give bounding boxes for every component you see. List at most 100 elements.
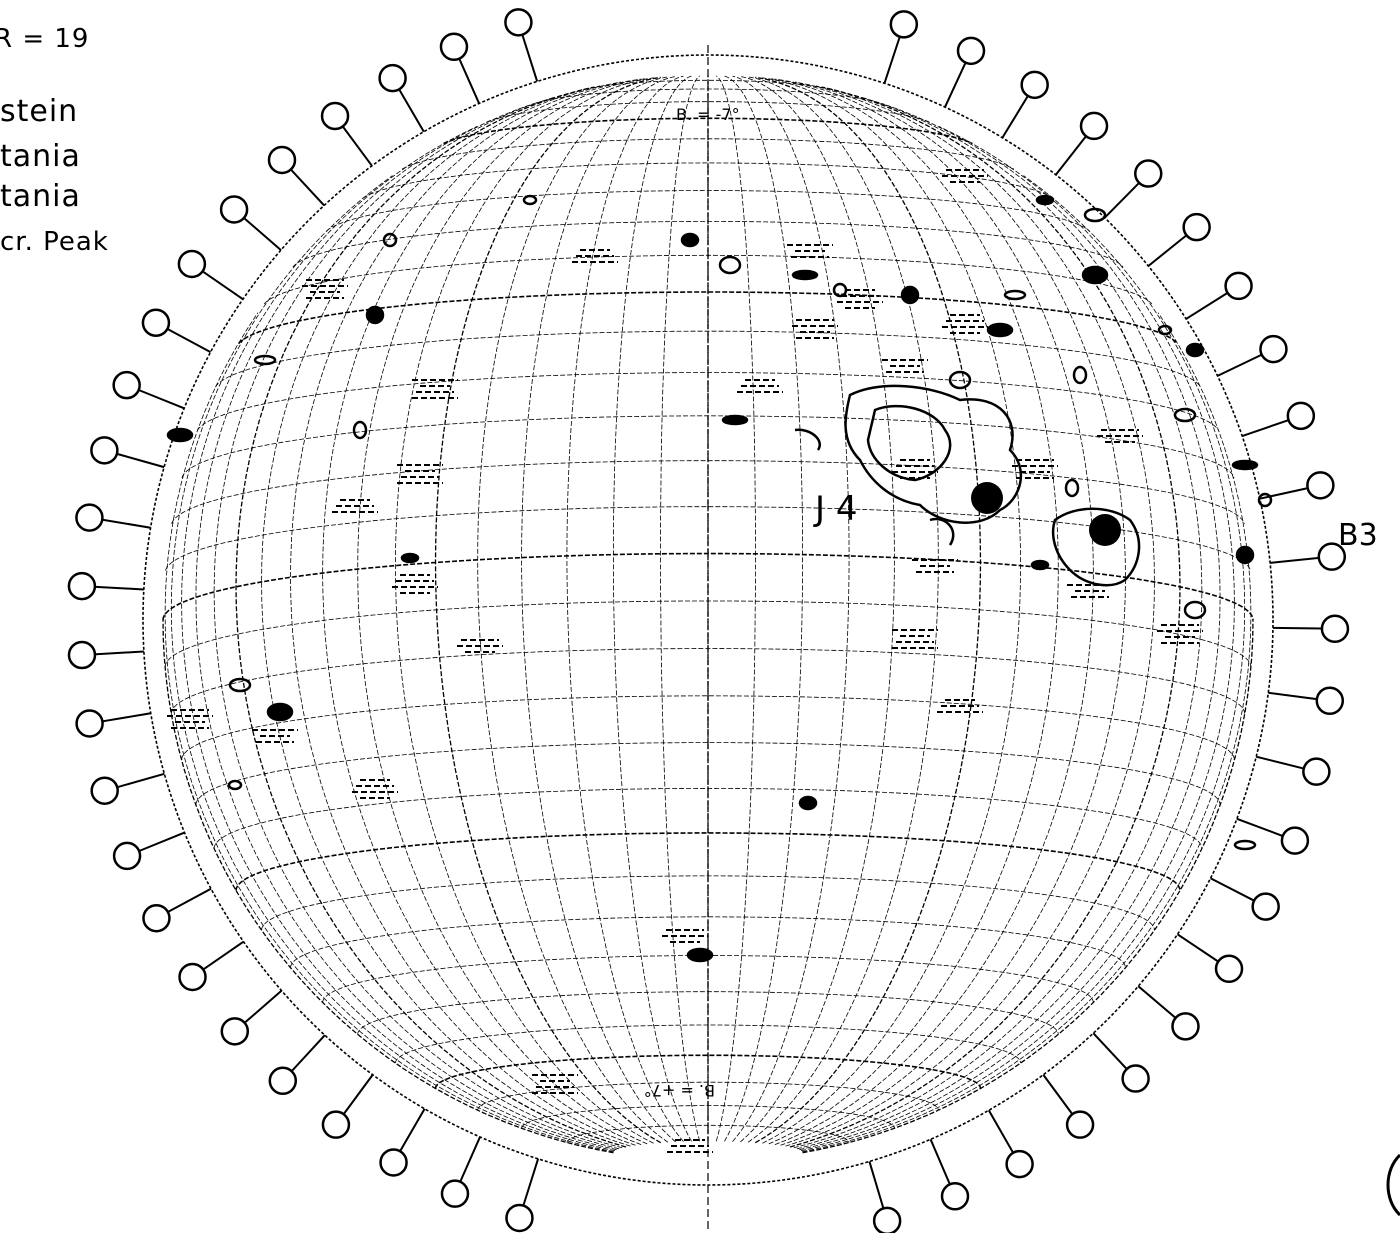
parallel-line <box>238 291 1178 345</box>
surface-feature <box>1072 365 1088 385</box>
sunspot-j4 <box>971 482 1003 514</box>
limb-pin <box>1104 159 1163 219</box>
sunspot-markers <box>971 482 1121 546</box>
pin-stem <box>987 1109 1014 1153</box>
pin-stem <box>868 1161 885 1208</box>
hatched-region <box>167 709 213 729</box>
surface-feature <box>1183 600 1207 620</box>
hatched-region <box>667 1139 713 1153</box>
pin-stem <box>95 650 144 656</box>
limb-pin <box>1092 1032 1150 1093</box>
surface-feature <box>382 232 398 248</box>
limb-pin <box>267 145 325 207</box>
pin-head <box>1302 757 1331 786</box>
hatched-region <box>1012 459 1058 479</box>
meridian-line <box>213 96 623 1149</box>
pin-stem <box>521 35 539 82</box>
pin-stem <box>244 217 282 251</box>
surface-feature <box>680 232 700 248</box>
pin-head <box>1320 614 1350 644</box>
pin-head <box>141 308 171 337</box>
surface-features <box>166 194 1273 963</box>
hatched-region <box>332 499 378 513</box>
hatched-region <box>912 559 958 573</box>
hatched-region <box>352 779 398 799</box>
limb-pin <box>112 370 185 410</box>
meridian-line <box>162 619 614 1154</box>
meridian-line <box>394 77 654 1144</box>
pin-stem <box>1042 1074 1073 1114</box>
pin-stem <box>929 1138 951 1184</box>
pin-head <box>112 370 141 400</box>
surface-feature <box>228 677 252 693</box>
surface-feature <box>1257 492 1273 508</box>
pin-stem <box>458 59 481 104</box>
meridian-line <box>796 103 1221 1150</box>
limb-pin <box>1042 1074 1095 1139</box>
pin-head <box>439 32 469 62</box>
surface-feature <box>253 354 277 366</box>
limb-pin <box>1268 686 1345 716</box>
pin-head <box>1005 1149 1034 1179</box>
meridian-line <box>774 78 1094 1145</box>
hatched-region <box>737 379 783 393</box>
limb-pin <box>177 249 244 300</box>
surface-feature <box>266 702 294 722</box>
pin-head <box>177 249 207 279</box>
pin-head <box>1134 159 1163 188</box>
pin-stem <box>522 1158 540 1205</box>
surface-feature <box>365 305 385 325</box>
pin-stem <box>1217 354 1262 377</box>
limb-pin <box>379 1108 426 1177</box>
limb-pin <box>67 640 144 670</box>
meridian-line <box>724 75 803 1142</box>
pin-head <box>90 776 119 805</box>
parallel-line <box>357 991 1059 1035</box>
parallel-line <box>214 330 1202 388</box>
pin-stem <box>1092 1032 1127 1070</box>
meridian-line <box>290 81 636 1146</box>
hatched-region <box>942 314 988 334</box>
edge-partial-circle <box>1386 1153 1400 1217</box>
meridian-line <box>322 78 642 1145</box>
limb-pin <box>378 63 425 133</box>
limb-pin <box>1210 877 1280 921</box>
legend-line-1: stein <box>0 94 79 129</box>
surface-feature <box>1185 342 1205 358</box>
limb-pin <box>1217 334 1288 377</box>
pin-head <box>1280 826 1310 855</box>
parallel-line <box>402 138 1014 170</box>
meridian-line <box>477 76 669 1143</box>
pin-stem <box>103 518 151 529</box>
pin-head <box>872 1206 902 1236</box>
pin-head <box>220 1017 250 1046</box>
surface-feature <box>1235 545 1255 565</box>
pin-stem <box>1270 557 1318 564</box>
pin-stem <box>1176 933 1218 962</box>
region-label-j4: J 4 <box>813 489 857 529</box>
pin-stem <box>1241 419 1288 437</box>
pin-stem <box>398 89 425 133</box>
pin-stem <box>1147 235 1187 267</box>
limb-pin <box>944 36 986 108</box>
hatched-regions <box>167 169 1203 1153</box>
limb-pin <box>929 1138 970 1211</box>
limb-pin <box>90 772 165 805</box>
pin-head <box>1224 271 1253 301</box>
parallel-line <box>434 1054 982 1089</box>
limb-pin <box>1272 614 1350 644</box>
limb-pin <box>75 503 151 532</box>
pin-stem <box>202 271 244 300</box>
hatched-region <box>1097 429 1143 443</box>
pin-stem <box>117 453 165 469</box>
limb-pin-markers <box>67 8 1350 1236</box>
surface-feature <box>718 255 742 275</box>
pin-head <box>1214 954 1244 984</box>
meridian-line <box>181 125 617 1151</box>
limb-pin <box>1137 985 1200 1041</box>
legend-line-3: tania <box>0 179 81 214</box>
parallel-line <box>165 506 1251 571</box>
limb-pin <box>320 101 373 167</box>
limb-pin <box>75 709 151 738</box>
meridian-line <box>261 85 631 1147</box>
